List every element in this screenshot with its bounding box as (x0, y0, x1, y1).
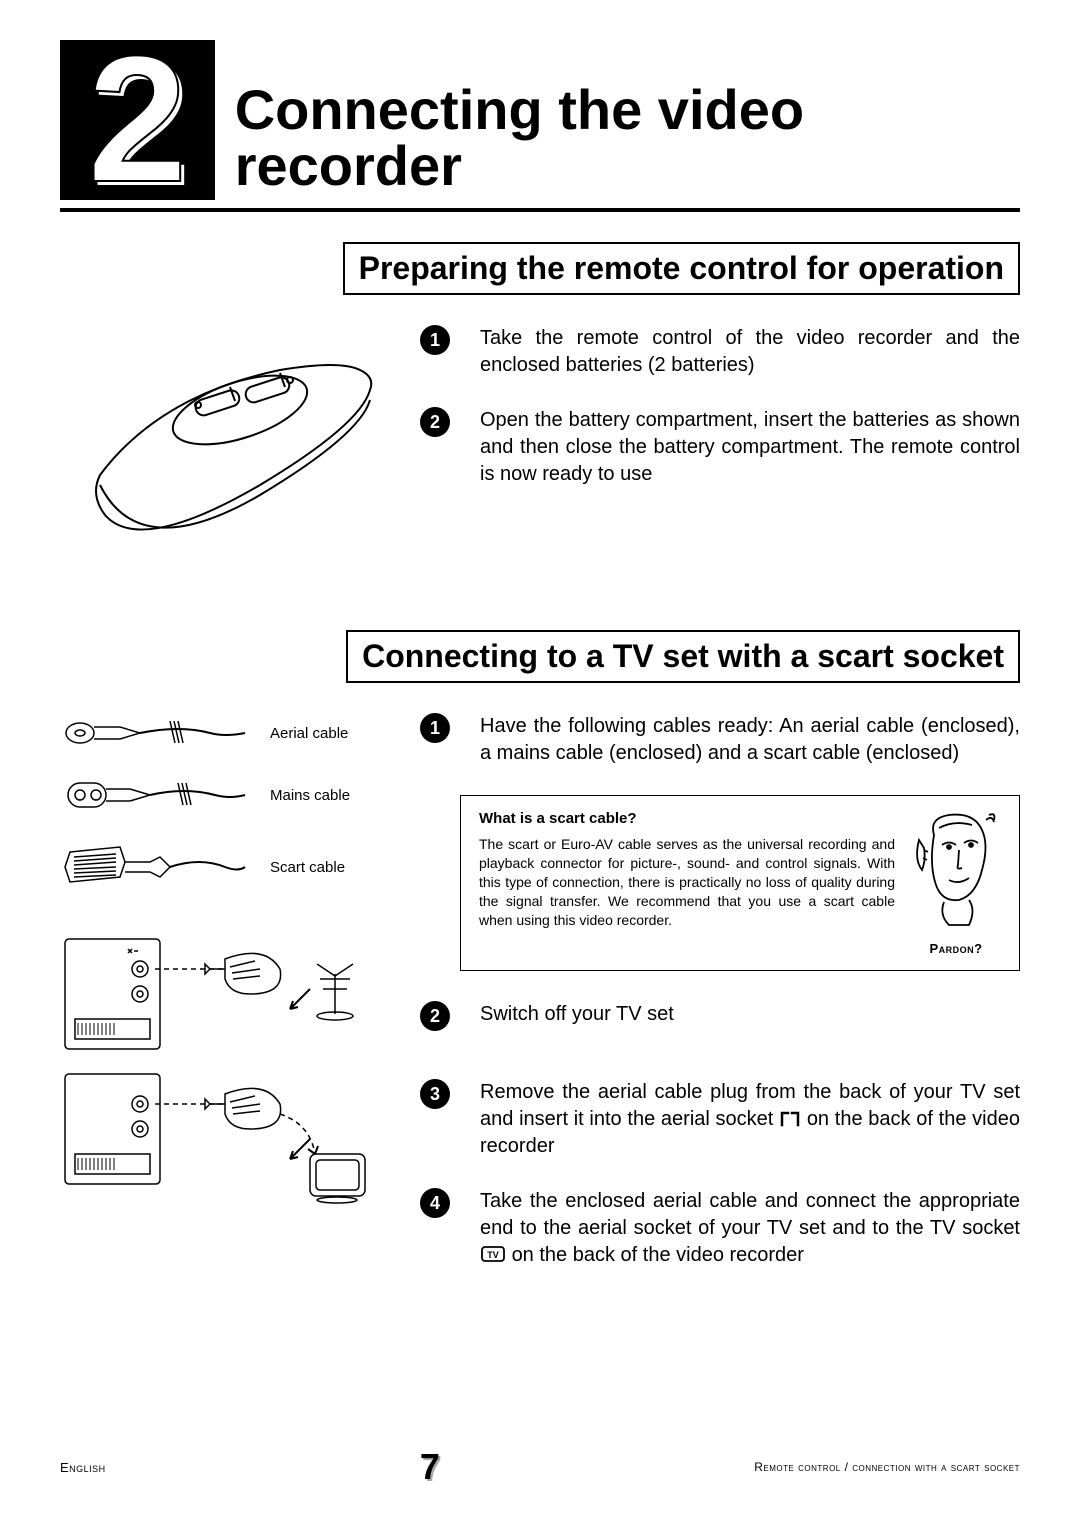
step-number-icon: 3 (420, 1079, 450, 1109)
pardon-label: Pardon? (911, 941, 1001, 956)
pardon-face-icon (914, 810, 999, 930)
step-1: 1 Take the remote control of the video r… (420, 325, 1020, 379)
step-text: Remove the aerial cable plug from the ba… (480, 1079, 1020, 1160)
step-number-icon: 2 (420, 407, 450, 437)
remote-illustration (80, 355, 380, 585)
chapter-number: 2 (87, 30, 187, 210)
cable-label: Mains cable (270, 787, 350, 804)
section-heading-scart: Connecting to a TV set with a scart sock… (346, 630, 1020, 683)
step-text: Have the following cables ready: An aeri… (480, 713, 1020, 767)
footer-section: Remote control / connection with a scart… (754, 1460, 1020, 1474)
step-text-before: Take the enclosed aerial cable and conne… (480, 1190, 1020, 1239)
cable-mains: Mains cable (60, 775, 400, 815)
connection-illustration (60, 929, 380, 1209)
step-4: 4 Take the enclosed aerial cable and con… (420, 1188, 1020, 1269)
section-heading-remote: Preparing the remote control for operati… (343, 242, 1020, 295)
step-text: Take the enclosed aerial cable and conne… (480, 1188, 1020, 1269)
divider (60, 208, 1020, 212)
footer-page-number: 7 (420, 1446, 440, 1488)
step-2: 2 Switch off your TV set (420, 1001, 1020, 1031)
mains-cable-icon (60, 775, 250, 815)
step-number-icon: 2 (420, 1001, 450, 1031)
step-number-icon: 1 (420, 325, 450, 355)
step-3: 3 Remove the aerial cable plug from the … (420, 1079, 1020, 1160)
aerial-cable-icon (60, 713, 250, 753)
step-text: Open the battery compartment, insert the… (480, 407, 1020, 488)
svg-text:TV: TV (487, 1250, 499, 1260)
info-box-scart: What is a scart cable? The scart or Euro… (460, 795, 1020, 971)
step-number-icon: 1 (420, 713, 450, 743)
cable-label: Aerial cable (270, 725, 348, 742)
chapter-number-box: 2 (60, 40, 215, 200)
step-2: 2 Open the battery compartment, insert t… (420, 407, 1020, 488)
info-title: What is a scart cable? (479, 810, 895, 827)
info-body: The scart or Euro-AV cable serves as the… (479, 835, 895, 929)
page-footer: English 7 Remote control / connection wi… (60, 1446, 1020, 1488)
footer-language: English (60, 1460, 106, 1475)
chapter-header: 2 Connecting the video recorder (60, 40, 1020, 200)
chapter-title: Connecting the video recorder (235, 82, 1020, 200)
step-number-icon: 4 (420, 1188, 450, 1218)
cable-label: Scart cable (270, 859, 345, 876)
step-text-after: on the back of the video recorder (512, 1244, 804, 1266)
section-2-content: Aerial cable Mains cable (60, 713, 1020, 1297)
cable-aerial: Aerial cable (60, 713, 400, 753)
scart-cable-icon (60, 837, 250, 897)
step-text: Switch off your TV set (480, 1001, 674, 1031)
cable-scart: Scart cable (60, 837, 400, 897)
tv-socket-icon: TV (480, 1244, 506, 1264)
section-1-content: 1 Take the remote control of the video r… (60, 325, 1020, 590)
aerial-socket-icon (779, 1110, 801, 1128)
step-1: 1 Have the following cables ready: An ae… (420, 713, 1020, 767)
step-text: Take the remote control of the video rec… (480, 325, 1020, 379)
